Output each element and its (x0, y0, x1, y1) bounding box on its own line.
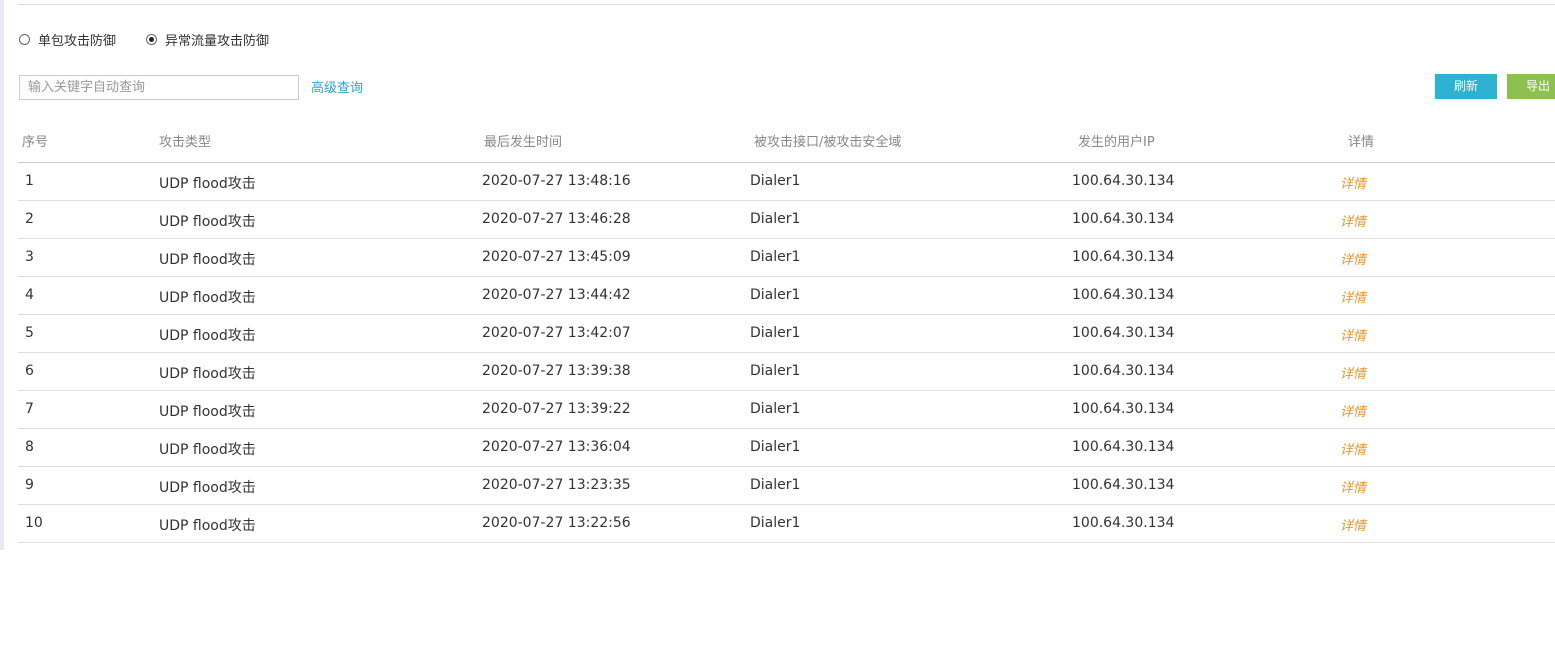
side-strip (0, 0, 4, 550)
detail-link[interactable]: 详情 (1340, 291, 1367, 306)
table-cell: 100.64.30.134 (1072, 173, 1175, 189)
detail-link[interactable]: 详情 (1340, 367, 1367, 382)
table-cell: 100.64.30.134 (1072, 325, 1175, 341)
table-cell: UDP flood攻击 (159, 404, 256, 420)
column-header: 序号 (22, 135, 49, 150)
column-header: 详情 (1348, 135, 1375, 150)
table-cell: 2020-07-27 13:45:09 (482, 249, 631, 265)
table-cell: 4 (25, 287, 34, 303)
table-cell: 2020-07-27 13:39:22 (482, 401, 631, 417)
table-cell: 2020-07-27 13:23:35 (482, 477, 631, 493)
row-rule (18, 238, 1555, 239)
table-cell: Dialer1 (750, 401, 801, 417)
table-cell: 2020-07-27 13:46:28 (482, 211, 631, 227)
table-cell: 9 (25, 477, 34, 493)
detail-link[interactable]: 详情 (1340, 215, 1367, 230)
table-cell: 100.64.30.134 (1072, 211, 1175, 227)
table-cell: UDP flood攻击 (159, 328, 256, 344)
table-cell: 2020-07-27 13:42:07 (482, 325, 631, 341)
column-header: 最后发生时间 (484, 135, 563, 150)
detail-link[interactable]: 详情 (1340, 405, 1367, 420)
column-header: 被攻击接口/被攻击安全域 (754, 135, 902, 150)
radio-dot[interactable] (146, 34, 157, 45)
radio-label: 单包攻击防御 (38, 34, 117, 49)
row-rule (18, 200, 1555, 201)
column-header: 发生的用户IP (1078, 135, 1155, 150)
radio-dot[interactable] (19, 34, 30, 45)
table-cell: 2020-07-27 13:44:42 (482, 287, 631, 303)
detail-link[interactable]: 详情 (1340, 519, 1367, 534)
table-cell: UDP flood攻击 (159, 480, 256, 496)
table-cell: UDP flood攻击 (159, 290, 256, 306)
table-cell: 8 (25, 439, 34, 455)
table-cell: Dialer1 (750, 363, 801, 379)
table-cell: 2020-07-27 13:36:04 (482, 439, 631, 455)
table-cell: Dialer1 (750, 477, 801, 493)
column-header: 攻击类型 (159, 135, 212, 150)
table-cell: Dialer1 (750, 325, 801, 341)
row-rule (18, 390, 1555, 391)
table-cell: UDP flood攻击 (159, 252, 256, 268)
search-input[interactable]: 输入关键字自动查询 (19, 75, 299, 100)
table-cell: Dialer1 (750, 249, 801, 265)
table-cell: 100.64.30.134 (1072, 515, 1175, 531)
export-button[interactable]: 导出 (1507, 74, 1555, 99)
table-cell: UDP flood攻击 (159, 214, 256, 230)
table-cell: 100.64.30.134 (1072, 249, 1175, 265)
radio-option[interactable]: 单包攻击防御 (19, 30, 116, 49)
row-rule (18, 466, 1555, 467)
table-cell: 2 (25, 211, 34, 227)
detail-link[interactable]: 详情 (1340, 253, 1367, 268)
table-cell: 100.64.30.134 (1072, 363, 1175, 379)
detail-link[interactable]: 详情 (1340, 481, 1367, 496)
row-rule (18, 276, 1555, 277)
table-cell: Dialer1 (750, 515, 801, 531)
table-cell: UDP flood攻击 (159, 442, 256, 458)
table-cell: 100.64.30.134 (1072, 477, 1175, 493)
table-cell: 100.64.30.134 (1072, 401, 1175, 417)
table-cell: UDP flood攻击 (159, 176, 256, 192)
table-cell: 6 (25, 363, 34, 379)
table-cell: 2020-07-27 13:39:38 (482, 363, 631, 379)
radio-label: 异常流量攻击防御 (165, 34, 270, 49)
table-cell: 10 (25, 515, 43, 531)
table-cell: 100.64.30.134 (1072, 439, 1175, 455)
table-cell: UDP flood攻击 (159, 518, 256, 534)
table-cell: UDP flood攻击 (159, 366, 256, 382)
top-rule (18, 4, 1555, 5)
table-cell: 2020-07-27 13:48:16 (482, 173, 631, 189)
table-cell: 3 (25, 249, 34, 265)
table-cell: 100.64.30.134 (1072, 287, 1175, 303)
table-cell: Dialer1 (750, 439, 801, 455)
table-cell: 1 (25, 173, 34, 189)
table-cell: Dialer1 (750, 173, 801, 189)
refresh-button[interactable]: 刷新 (1435, 74, 1497, 99)
header-rule (18, 162, 1555, 163)
detail-link[interactable]: 详情 (1340, 329, 1367, 344)
detail-link[interactable]: 详情 (1340, 443, 1367, 458)
table-cell: 7 (25, 401, 34, 417)
row-rule (18, 542, 1555, 543)
table-cell: Dialer1 (750, 287, 801, 303)
advanced-query[interactable]: 高级查询 (311, 81, 364, 96)
table-cell: Dialer1 (750, 211, 801, 227)
row-rule (18, 504, 1555, 505)
radio-option[interactable]: 异常流量攻击防御 (146, 30, 269, 49)
row-rule (18, 352, 1555, 353)
table-cell: 5 (25, 325, 34, 341)
row-rule (18, 314, 1555, 315)
table-cell: 2020-07-27 13:22:56 (482, 515, 631, 531)
row-rule (18, 428, 1555, 429)
detail-link[interactable]: 详情 (1340, 177, 1367, 192)
